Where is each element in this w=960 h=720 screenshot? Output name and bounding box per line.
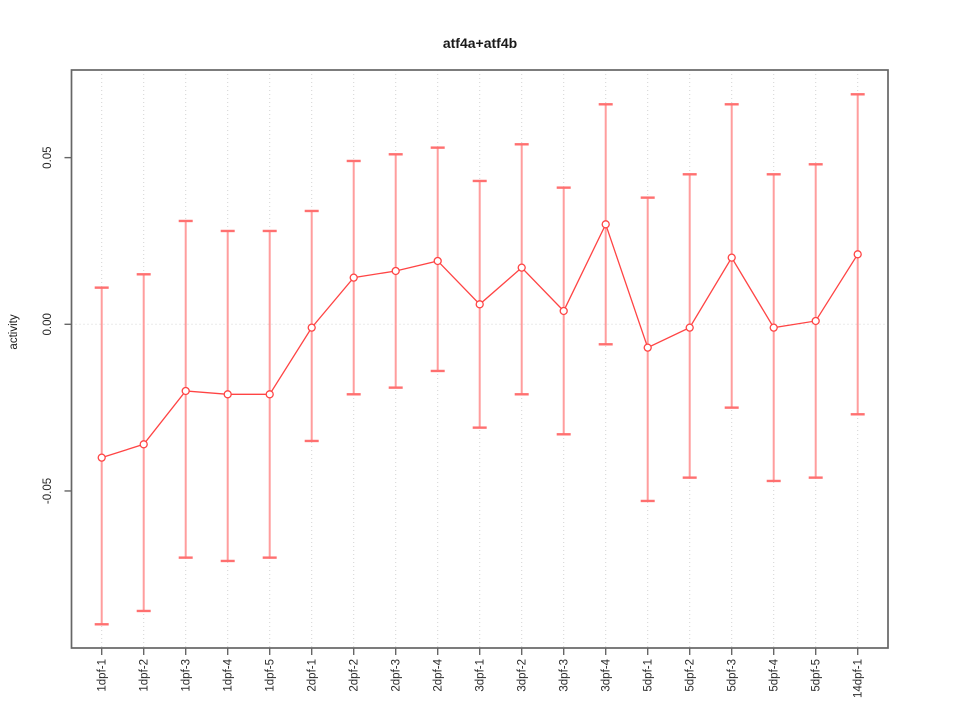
- data-point: [685, 323, 694, 332]
- x-tick-label: 5dpf-4: [769, 658, 781, 691]
- data-point: [223, 390, 232, 399]
- data-point: [139, 440, 148, 449]
- x-tick-label: 3dpf-4: [601, 658, 613, 691]
- data-point: [727, 253, 736, 262]
- x-tick-label: 5dpf-3: [727, 659, 739, 692]
- x-tick-label: 2dpf-3: [391, 659, 403, 692]
- data-point: [643, 343, 652, 352]
- x-tick-label: 3dpf-2: [517, 659, 529, 692]
- x-tick-label: 5dpf-1: [643, 659, 655, 692]
- x-tick-label: 2dpf-1: [307, 659, 319, 692]
- data-point: [811, 316, 820, 326]
- chart-title: atf4a+atf4b: [443, 35, 517, 51]
- data-point: [475, 300, 484, 309]
- x-tick-label: 3dpf-1: [475, 659, 487, 692]
- data-point: [769, 323, 778, 332]
- x-tick-label: 3dpf-3: [559, 659, 571, 692]
- y-tick-label: -0.05: [42, 478, 54, 504]
- x-tick-label: 1dpf-5: [265, 659, 277, 692]
- data-point: [391, 266, 400, 276]
- y-tick-label: 0.05: [42, 146, 54, 168]
- x-tick-label: 2dpf-4: [433, 658, 445, 691]
- y-tick-label: 0.00: [42, 313, 54, 335]
- x-tick-label: 1dpf-4: [223, 658, 235, 691]
- x-tick-label: 14dpf-1: [853, 659, 865, 698]
- x-tick-label: 1dpf-2: [139, 659, 151, 692]
- data-point: [265, 390, 274, 399]
- data-point: [307, 323, 316, 332]
- x-tick-label: 1dpf-1: [97, 659, 109, 692]
- data-point: [517, 263, 526, 272]
- x-tick-label: 5dpf-2: [685, 659, 697, 692]
- data-point: [853, 250, 862, 259]
- data-point: [97, 453, 106, 462]
- series-layer: [94, 93, 865, 626]
- x-tick-label: 1dpf-3: [181, 659, 193, 692]
- data-point: [433, 256, 442, 266]
- x-tick-label: 5dpf-5: [811, 659, 823, 692]
- x-tick-label: 2dpf-2: [349, 659, 361, 692]
- axis-layer: -0.05 0.00 0.05 1dpf-1 1dpf-2 1dpf-3 1dpf-4 1dp…: [42, 69, 889, 698]
- data-point: [349, 273, 358, 282]
- data-point: [559, 306, 568, 316]
- y-axis-label: activity: [8, 314, 20, 349]
- data-point: [181, 386, 190, 396]
- data-point: [601, 220, 610, 229]
